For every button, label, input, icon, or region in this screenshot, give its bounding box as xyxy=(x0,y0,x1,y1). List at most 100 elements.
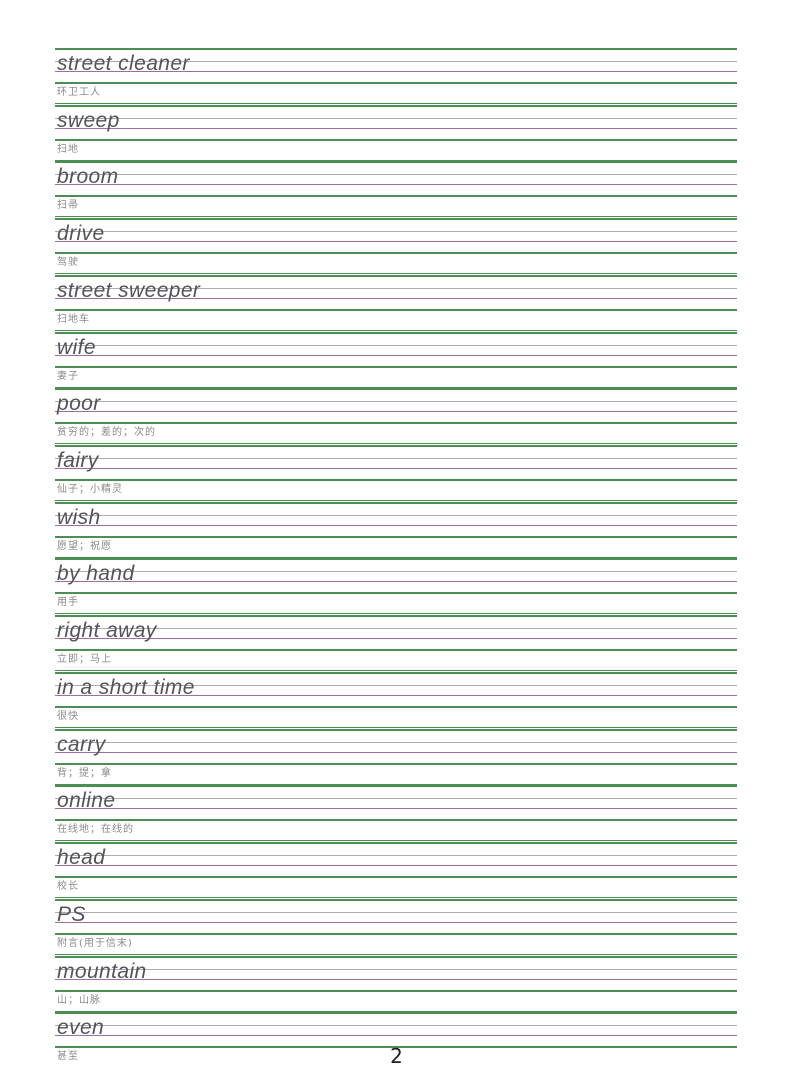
vocab-entry: carry 背；提；拿 xyxy=(55,728,737,786)
grid-mid-line xyxy=(55,514,737,516)
grid-mid-line xyxy=(55,855,737,857)
grid-bottom-line xyxy=(55,308,737,311)
vocab-entry: poor 贫穷的；差的；次的 xyxy=(55,388,737,445)
grid-bottom-line xyxy=(55,195,737,198)
grid-mid-line xyxy=(55,344,737,346)
grid-bottom-line xyxy=(55,819,737,822)
grid-top-line xyxy=(55,558,737,561)
grid-bottom-line xyxy=(55,989,737,992)
grid-baseline-line xyxy=(55,524,737,526)
grid-top-line xyxy=(55,898,737,901)
vocab-entry: broom 扫帚 xyxy=(55,161,737,218)
grid-baseline-line xyxy=(55,581,737,583)
grid-baseline-line xyxy=(55,921,737,923)
grid-bottom-line xyxy=(55,762,737,765)
english-word: by hand xyxy=(57,562,135,586)
vocab-entry: PS 附言(用于信末) xyxy=(55,898,737,956)
grid-mid-line xyxy=(55,231,737,233)
chinese-meaning: 妻子 xyxy=(57,370,79,382)
grid-mid-line xyxy=(55,1025,737,1027)
vocab-entry: street cleaner 环卫工人 xyxy=(55,48,737,105)
grid-baseline-line xyxy=(55,354,737,356)
grid-baseline-line xyxy=(55,411,737,413)
grid-baseline-line xyxy=(55,751,737,753)
grid-baseline-line xyxy=(55,241,737,243)
chinese-meaning: 附言(用于信末) xyxy=(57,937,133,949)
vocab-entry: wife 妻子 xyxy=(55,331,737,389)
grid-bottom-line xyxy=(55,365,737,368)
grid-bottom-line xyxy=(55,705,737,708)
vocab-entry: fairy 仙子；小精灵 xyxy=(55,445,737,502)
english-word: poor xyxy=(57,392,101,416)
english-word: street cleaner xyxy=(57,52,190,75)
chinese-meaning: 驾驶 xyxy=(57,257,79,269)
english-word: wish xyxy=(57,505,101,529)
grid-top-line xyxy=(55,331,737,334)
chinese-meaning: 贫穷的；差的；次的 xyxy=(57,427,156,439)
grid-bottom-line xyxy=(55,649,737,652)
grid-baseline-line xyxy=(55,865,737,867)
english-word: in a short time xyxy=(57,675,195,699)
chinese-meaning: 扫地 xyxy=(57,143,79,155)
grid-mid-line xyxy=(55,571,737,573)
vocab-entry: drive 驾驶 xyxy=(55,218,737,275)
grid-mid-line xyxy=(55,117,737,119)
grid-bottom-line xyxy=(55,535,737,538)
chinese-meaning: 环卫工人 xyxy=(57,87,101,98)
grid-bottom-line xyxy=(55,422,737,425)
english-word: mountain xyxy=(57,959,147,983)
vocab-entry: mountain 山；山脉 xyxy=(55,955,737,1013)
grid-bottom-line xyxy=(55,479,737,482)
grid-baseline-line xyxy=(55,184,737,186)
english-word: drive xyxy=(57,222,105,246)
grid-baseline-line xyxy=(55,1035,737,1037)
vocab-entry: street sweeper 扫地车 xyxy=(55,274,737,332)
grid-baseline-line xyxy=(55,978,737,980)
grid-mid-line xyxy=(55,628,737,630)
grid-top-line xyxy=(55,161,737,164)
english-word: head xyxy=(57,846,106,870)
vocab-entry: online 在线地；在线的 xyxy=(55,785,737,842)
english-word: sweep xyxy=(57,108,120,132)
grid-mid-line xyxy=(55,798,737,800)
grid-baseline-line xyxy=(55,638,737,640)
chinese-meaning: 仙子；小精灵 xyxy=(57,484,123,496)
english-word: even xyxy=(57,1016,105,1040)
grid-mid-line xyxy=(55,968,737,970)
grid-mid-line xyxy=(55,174,737,176)
page-number: 2 xyxy=(390,1044,403,1068)
chinese-meaning: 校长 xyxy=(57,881,79,893)
chinese-meaning: 用手 xyxy=(57,597,79,609)
chinese-meaning: 立即；马上 xyxy=(57,654,112,666)
grid-top-line xyxy=(55,1012,737,1015)
chinese-meaning: 背；提；拿 xyxy=(57,767,112,779)
english-word: PS xyxy=(57,902,86,926)
grid-top-line xyxy=(55,842,737,845)
chinese-meaning: 扫帚 xyxy=(57,200,79,212)
grid-bottom-line xyxy=(55,876,737,879)
english-word: carry xyxy=(57,732,106,756)
grid-mid-line xyxy=(55,911,737,913)
grid-mid-line xyxy=(55,401,737,403)
grid-top-line xyxy=(55,615,737,618)
grid-top-line xyxy=(55,445,737,448)
grid-bottom-line xyxy=(55,252,737,255)
grid-top-line xyxy=(55,104,737,107)
grid-mid-line xyxy=(55,741,737,743)
grid-bottom-line xyxy=(55,592,737,595)
vocab-entry: sweep 扫地 xyxy=(55,104,737,162)
vocab-entry: in a short time 很快 xyxy=(55,671,737,729)
english-word: online xyxy=(57,789,116,813)
grid-mid-line xyxy=(55,458,737,460)
grid-baseline-line xyxy=(55,127,737,129)
grid-top-line xyxy=(55,501,737,504)
english-word: right away xyxy=(57,619,157,643)
english-word: street sweeper xyxy=(57,278,201,302)
grid-top-line xyxy=(55,785,737,788)
grid-top-line xyxy=(55,388,737,391)
chinese-meaning: 扫地车 xyxy=(57,313,90,325)
vocab-entry: head 校长 xyxy=(55,842,737,899)
english-word: wife xyxy=(57,335,96,359)
grid-top-line xyxy=(55,955,737,958)
